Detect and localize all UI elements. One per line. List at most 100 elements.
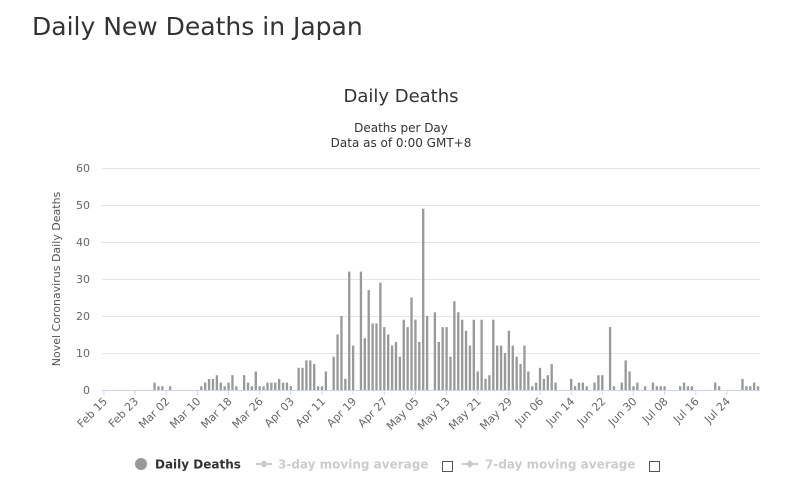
bar[interactable] bbox=[749, 386, 752, 390]
bar[interactable] bbox=[200, 386, 203, 390]
bar[interactable] bbox=[227, 382, 230, 390]
bar[interactable] bbox=[655, 386, 658, 390]
bar[interactable] bbox=[285, 382, 289, 390]
bar[interactable] bbox=[371, 323, 374, 390]
bar[interactable] bbox=[367, 290, 370, 390]
bar[interactable] bbox=[690, 386, 694, 390]
bar[interactable] bbox=[577, 382, 581, 390]
bar[interactable] bbox=[460, 319, 464, 390]
bar[interactable] bbox=[643, 386, 647, 390]
bar[interactable] bbox=[242, 375, 246, 390]
toggle-7day-average-checkbox[interactable] bbox=[649, 461, 660, 472]
bar[interactable] bbox=[211, 378, 215, 390]
bar[interactable] bbox=[752, 382, 756, 390]
bar[interactable] bbox=[472, 319, 475, 390]
bar[interactable] bbox=[679, 386, 682, 390]
bar[interactable] bbox=[313, 364, 316, 390]
bar[interactable] bbox=[235, 386, 238, 390]
bar[interactable] bbox=[223, 386, 226, 390]
bar[interactable] bbox=[519, 364, 522, 390]
bar[interactable] bbox=[573, 386, 577, 390]
bar[interactable] bbox=[499, 345, 503, 390]
bar[interactable] bbox=[270, 382, 273, 390]
bar[interactable] bbox=[394, 341, 398, 390]
bar[interactable] bbox=[659, 386, 662, 390]
bar[interactable] bbox=[717, 386, 721, 390]
bar[interactable] bbox=[320, 386, 324, 390]
bar[interactable] bbox=[398, 356, 402, 390]
bar[interactable] bbox=[246, 382, 250, 390]
bar[interactable] bbox=[593, 382, 596, 390]
bar[interactable] bbox=[534, 382, 538, 390]
bar[interactable] bbox=[597, 375, 600, 390]
bar[interactable] bbox=[157, 386, 160, 390]
bar[interactable] bbox=[161, 386, 164, 390]
bar[interactable] bbox=[258, 386, 261, 390]
bar[interactable] bbox=[207, 378, 211, 390]
bar[interactable] bbox=[309, 360, 312, 390]
bar[interactable] bbox=[741, 378, 744, 390]
bar[interactable] bbox=[608, 327, 612, 390]
bar[interactable] bbox=[153, 382, 156, 390]
bar[interactable] bbox=[359, 271, 363, 390]
bar[interactable] bbox=[663, 386, 666, 390]
bar[interactable] bbox=[390, 345, 394, 390]
bar[interactable] bbox=[682, 382, 686, 390]
bar[interactable] bbox=[231, 375, 234, 390]
bar[interactable] bbox=[445, 327, 448, 390]
bar[interactable] bbox=[484, 378, 487, 390]
bar[interactable] bbox=[488, 375, 491, 390]
bar[interactable] bbox=[476, 371, 479, 391]
bar[interactable] bbox=[406, 327, 409, 390]
bar[interactable] bbox=[496, 345, 499, 390]
bar[interactable] bbox=[632, 386, 635, 390]
bar[interactable] bbox=[651, 382, 655, 390]
bar[interactable] bbox=[348, 271, 351, 390]
bar[interactable] bbox=[601, 375, 604, 390]
bar[interactable] bbox=[457, 312, 460, 390]
bar[interactable] bbox=[756, 386, 760, 390]
bar[interactable] bbox=[422, 208, 425, 390]
bar[interactable] bbox=[363, 338, 366, 390]
bar[interactable] bbox=[612, 386, 616, 390]
bar[interactable] bbox=[453, 301, 456, 390]
bar[interactable] bbox=[324, 371, 328, 391]
bar[interactable] bbox=[266, 382, 269, 390]
bar[interactable] bbox=[523, 345, 526, 390]
bar[interactable] bbox=[219, 382, 222, 390]
bar[interactable] bbox=[480, 319, 483, 390]
bar[interactable] bbox=[305, 360, 308, 390]
bar[interactable] bbox=[620, 382, 623, 390]
bar[interactable] bbox=[515, 356, 518, 390]
bar[interactable] bbox=[585, 386, 588, 390]
bar[interactable] bbox=[262, 386, 265, 390]
bar[interactable] bbox=[581, 382, 585, 390]
bar[interactable] bbox=[316, 386, 320, 390]
bar[interactable] bbox=[425, 316, 429, 390]
bar[interactable] bbox=[297, 367, 300, 390]
bar[interactable] bbox=[204, 382, 207, 390]
bar[interactable] bbox=[542, 378, 546, 390]
bar[interactable] bbox=[503, 353, 507, 390]
bar[interactable] bbox=[449, 356, 452, 390]
bar[interactable] bbox=[301, 367, 304, 390]
bar[interactable] bbox=[531, 386, 534, 390]
bar[interactable] bbox=[492, 319, 495, 390]
bar[interactable] bbox=[215, 375, 219, 390]
bar[interactable] bbox=[274, 382, 277, 390]
legend-item-daily-deaths[interactable]: Daily Deaths bbox=[135, 458, 241, 472]
bar[interactable] bbox=[418, 341, 421, 390]
legend-item-7day-average[interactable]: 7-day moving average bbox=[462, 458, 635, 472]
bar[interactable] bbox=[277, 378, 281, 390]
bar[interactable] bbox=[254, 371, 257, 391]
bar[interactable] bbox=[570, 378, 573, 390]
bar[interactable] bbox=[414, 319, 417, 390]
bar[interactable] bbox=[340, 316, 343, 390]
bar[interactable] bbox=[550, 364, 553, 390]
bar[interactable] bbox=[168, 386, 172, 390]
bar[interactable] bbox=[250, 386, 254, 390]
bar[interactable] bbox=[554, 382, 557, 390]
bar[interactable] bbox=[628, 371, 631, 391]
bar[interactable] bbox=[464, 330, 468, 390]
bar[interactable] bbox=[624, 360, 627, 390]
